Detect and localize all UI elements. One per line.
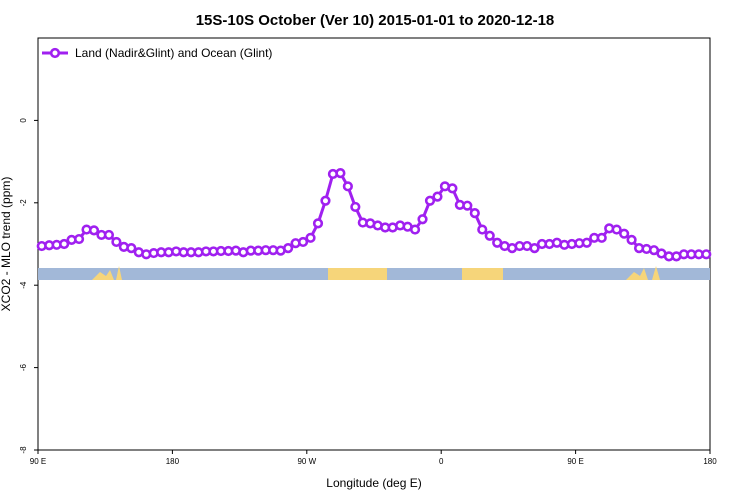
point [73, 233, 85, 245]
point [350, 201, 361, 213]
land-band [462, 268, 503, 280]
point [320, 195, 331, 206]
land-band [626, 268, 648, 280]
land-band [92, 270, 114, 280]
point [484, 230, 495, 241]
y-axis-label: XCO2 - MLO trend (ppm) [0, 177, 13, 312]
point [312, 218, 324, 229]
land-band [116, 266, 122, 280]
point [126, 243, 137, 254]
land-band [652, 266, 660, 280]
point [701, 249, 712, 260]
x-tick-label: 90 E [567, 457, 583, 466]
land-ocean-strip [38, 266, 710, 280]
legend-marker [49, 47, 61, 59]
x-tick-label: 90 W [297, 457, 316, 466]
chart-title: 15S-10S October (Ver 10) 2015-01-01 to 2… [196, 12, 555, 29]
point [447, 183, 458, 194]
point [103, 229, 115, 241]
x-tick-label: 0 [439, 457, 444, 466]
plot-frame [37, 37, 711, 451]
y-tick-label: 0 [19, 118, 28, 123]
point [59, 238, 70, 250]
legend-label: Land (Nadir&Glint) and Ocean (Glint) [75, 46, 272, 60]
y-tick-label: -2 [19, 199, 28, 207]
point [469, 208, 480, 219]
y-tick-label: -6 [19, 363, 28, 371]
point [305, 232, 316, 243]
point [619, 228, 630, 239]
point [417, 214, 428, 225]
x-tick-label: 180 [166, 457, 180, 466]
x-tick-label: 90 E [30, 457, 46, 466]
point [342, 181, 353, 192]
point [626, 234, 637, 245]
point [462, 200, 473, 211]
point [477, 224, 488, 235]
point [432, 191, 443, 202]
point [297, 236, 309, 248]
land-band [328, 268, 387, 280]
point [611, 224, 622, 235]
point [335, 168, 346, 179]
point [424, 195, 436, 206]
point [88, 225, 100, 236]
y-tick-label: -8 [19, 446, 28, 454]
point [596, 232, 607, 243]
point [111, 236, 122, 248]
point [409, 224, 421, 235]
series-line [41, 171, 707, 258]
point [283, 243, 294, 254]
point [529, 243, 540, 254]
x-axis-label: Longitude (deg E) [326, 476, 421, 490]
point [581, 237, 592, 248]
y-tick-label: -4 [19, 281, 28, 289]
x-tick-label: 180 [703, 457, 717, 466]
